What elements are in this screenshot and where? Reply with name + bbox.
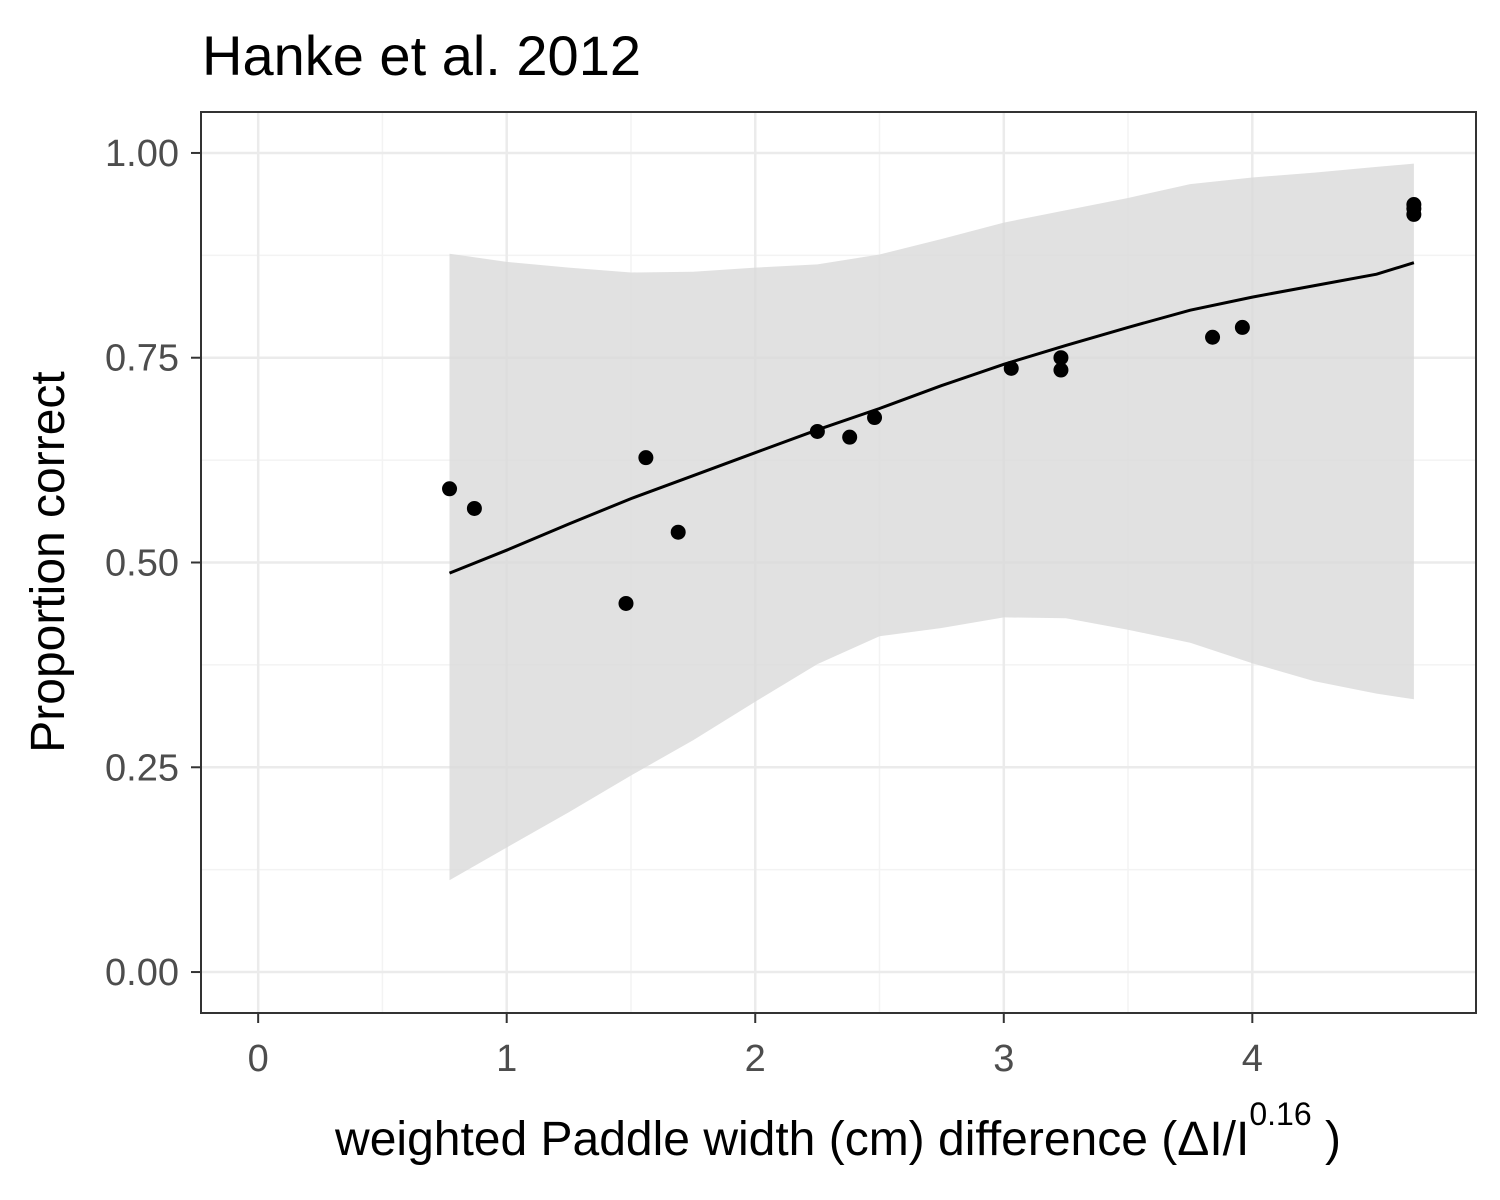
x-tick-label: 1 <box>496 1038 517 1080</box>
y-axis-ticks: 0.00 0.25 0.50 0.75 1.00 <box>105 133 201 994</box>
data-point <box>1003 360 1019 376</box>
x-tick-label: 0 <box>248 1038 269 1080</box>
data-point <box>670 524 686 540</box>
data-point <box>867 410 883 426</box>
data-point <box>1205 329 1221 345</box>
y-tick-label: 0.75 <box>105 338 179 380</box>
x-axis-title: weighted Paddle width (cm) difference (Δ… <box>334 1096 1341 1166</box>
data-point <box>1234 319 1250 335</box>
confidence-band <box>449 163 1414 881</box>
x-tick-label: 2 <box>745 1038 766 1080</box>
data-point <box>618 595 634 611</box>
y-tick-label: 0.50 <box>105 543 179 585</box>
data-point <box>1053 362 1069 378</box>
data-point <box>809 423 825 439</box>
data-point <box>1406 206 1422 222</box>
y-tick-label: 0.25 <box>105 747 179 789</box>
y-tick-label: 1.00 <box>105 133 179 175</box>
data-point <box>1053 350 1069 366</box>
x-tick-label: 3 <box>993 1038 1014 1080</box>
data-points <box>442 197 1422 611</box>
data-point <box>842 429 858 445</box>
data-point <box>442 481 458 497</box>
data-point <box>638 450 654 466</box>
x-axis-ticks: 0 1 2 3 4 <box>248 1013 1263 1080</box>
chart-title: Hanke et al. 2012 <box>202 24 641 87</box>
x-tick-label: 4 <box>1242 1038 1263 1080</box>
y-tick-label: 0.00 <box>105 952 179 994</box>
y-axis-title: Proportion correct <box>22 371 75 753</box>
data-point <box>466 500 482 516</box>
fit-line <box>448 261 1415 575</box>
